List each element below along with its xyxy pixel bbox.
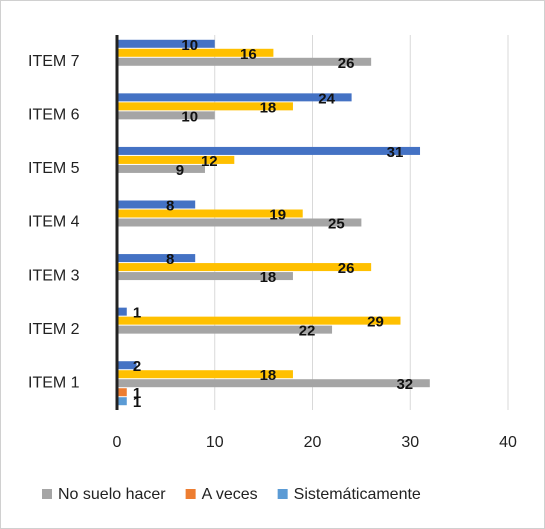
data-label: 18 <box>260 367 277 384</box>
data-label: 1 <box>133 305 141 322</box>
bar <box>117 102 293 111</box>
data-label: 18 <box>260 99 277 116</box>
data-label: 19 <box>269 206 286 223</box>
data-label: 22 <box>299 323 316 340</box>
bar <box>117 370 293 379</box>
data-label: 26 <box>338 55 355 72</box>
data-label: 9 <box>176 162 184 179</box>
data-label: 2 <box>133 358 141 375</box>
bar <box>117 57 372 66</box>
bar <box>117 218 362 227</box>
bar <box>117 48 274 57</box>
y-tick-label: ITEM 7 <box>28 53 80 70</box>
data-label: 8 <box>166 197 174 214</box>
y-tick-label: ITEM 5 <box>28 160 80 177</box>
legend-swatch <box>42 489 52 499</box>
y-tick-label: ITEM 4 <box>28 214 80 231</box>
data-label: 1 <box>133 385 141 402</box>
bar <box>117 272 293 281</box>
legend-swatch <box>185 489 196 499</box>
bar <box>117 39 215 48</box>
bar <box>117 111 215 120</box>
data-label: 1 <box>133 394 141 411</box>
x-tick-label: 30 <box>401 434 419 451</box>
data-label: 10 <box>181 108 198 125</box>
bar <box>117 200 196 209</box>
bar <box>117 307 127 316</box>
bar <box>117 397 127 406</box>
x-tick-label: 0 <box>113 434 122 451</box>
x-tick-label: 10 <box>206 434 224 451</box>
data-label: 10 <box>181 37 198 54</box>
legend-label: Sistemáticamente <box>294 486 421 503</box>
bar <box>117 379 430 388</box>
bar <box>117 263 372 272</box>
data-label: 25 <box>328 215 345 232</box>
data-label: 26 <box>338 260 355 277</box>
legend-swatch <box>277 489 288 499</box>
bar <box>117 388 127 397</box>
data-label: 32 <box>396 376 413 393</box>
bar <box>117 164 205 173</box>
y-tick-label: ITEM 2 <box>28 321 80 338</box>
bar <box>117 209 303 218</box>
legend-label: A veces <box>202 486 258 503</box>
y-tick-label: ITEM 6 <box>28 107 80 124</box>
data-label: 29 <box>367 314 384 331</box>
data-label: 24 <box>318 90 335 107</box>
data-label: 8 <box>166 251 174 268</box>
bar <box>117 93 352 102</box>
bar <box>117 254 196 263</box>
data-label: 18 <box>260 269 277 286</box>
bar <box>117 146 421 155</box>
bar <box>117 316 401 325</box>
x-tick-label: 20 <box>304 434 322 451</box>
bar <box>117 325 333 334</box>
data-label: 16 <box>240 46 257 63</box>
data-label: 12 <box>201 153 218 170</box>
bar <box>117 155 235 164</box>
data-label: 31 <box>387 144 404 161</box>
y-tick-label: ITEM 3 <box>28 267 80 284</box>
x-tick-label: 40 <box>499 434 517 451</box>
bar <box>117 361 137 370</box>
legend-label: No suelo hacer <box>58 486 166 503</box>
y-tick-label: ITEM 1 <box>28 374 80 391</box>
